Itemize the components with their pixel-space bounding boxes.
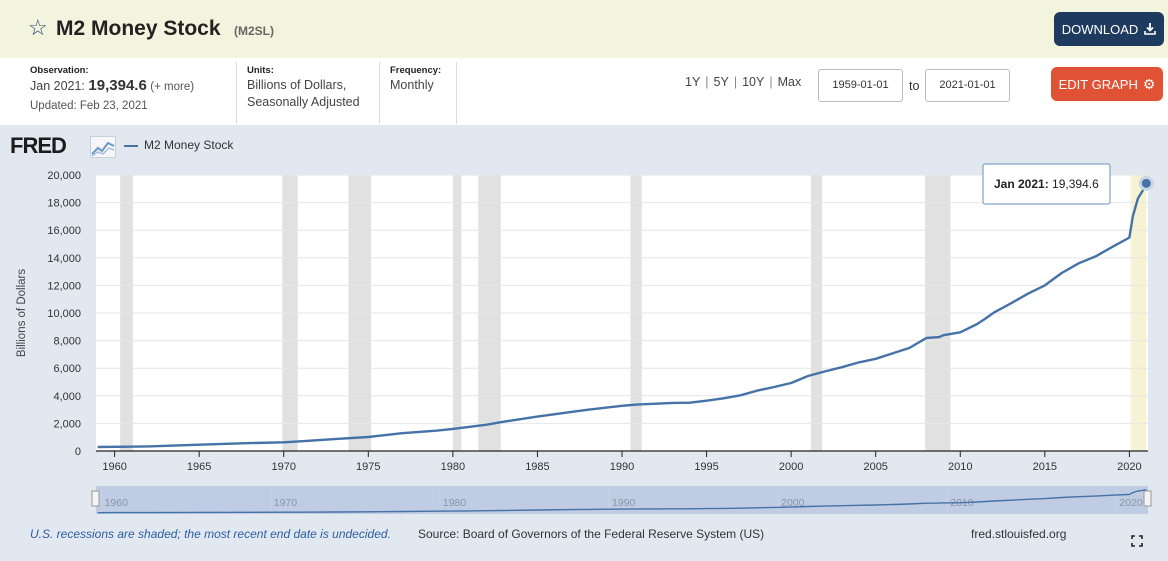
tooltip-value: 19,394.6 (1052, 177, 1099, 191)
frequency-label: Frequency: (390, 65, 442, 76)
x-tick-label: 2000 (779, 461, 803, 473)
units-line-1: Billions of Dollars, (247, 78, 347, 92)
start-date-input[interactable]: 1959-01-01 (818, 69, 903, 102)
series-title: M2 Money Stock (56, 17, 221, 40)
tooltip-text: Jan 2021: 19,394.6 (994, 177, 1099, 191)
range-navigator[interactable]: 1960 1970 1980 1990 2000 2010 2020 (91, 486, 1152, 514)
end-date-input[interactable]: 2021-01-01 (925, 69, 1010, 102)
observation-value: 19,394.6 (88, 77, 147, 94)
y-tick-label: 8,000 (53, 336, 81, 348)
gear-icon: ⚙ (1142, 76, 1156, 92)
navigator-tick-label: 1980 (443, 497, 467, 509)
y-tick-label: 10,000 (47, 308, 81, 320)
range-separator: | (769, 75, 773, 89)
navigator-tick-label: 2000 (781, 497, 805, 509)
range-links: 1Y | 5Y | 10Y | Max (685, 75, 801, 89)
y-tick-label: 6,000 (53, 363, 81, 375)
y-tick-label: 14,000 (47, 253, 81, 265)
observation-date: Jan 2021: (30, 79, 85, 93)
navigator-left-handle[interactable] (91, 490, 100, 507)
range-5y-link[interactable]: 5Y (713, 75, 729, 89)
y-tick-label: 0 (75, 446, 81, 458)
legend-label: M2 Money Stock (144, 138, 234, 152)
latest-data-point[interactable] (1138, 175, 1154, 191)
y-tick-labels: 0 2,000 4,000 6,000 8,000 10,000 12,000 14,000 1… (47, 170, 81, 458)
meta-divider (456, 62, 457, 124)
navigator-tick-label: 1990 (612, 497, 636, 509)
download-button[interactable]: DOWNLOAD (1054, 12, 1164, 46)
x-tick-label: 1980 (441, 461, 465, 473)
download-arrow-icon (1144, 23, 1157, 35)
series-id: (M2SL) (234, 24, 274, 38)
fred-logo: FRED (10, 133, 67, 158)
y-gridlines (96, 174, 1148, 424)
updated-date: Updated: Feb 23, 2021 (30, 100, 148, 112)
units-label: Units: (247, 65, 274, 76)
fullscreen-icon[interactable] (1131, 535, 1143, 547)
x-tick-label: 1995 (694, 461, 718, 473)
edit-graph-button[interactable]: EDIT GRAPH ⚙ (1051, 67, 1163, 101)
range-separator: | (733, 75, 738, 89)
y-tick-label: 2,000 (53, 418, 81, 430)
title-bar (0, 0, 1168, 58)
y-tick-label: 16,000 (47, 225, 81, 237)
range-10y-link[interactable]: 10Y (742, 75, 765, 89)
series-line-m2[interactable] (97, 182, 1148, 449)
x-tick-label: 2010 (948, 461, 972, 473)
navigator-tick-label: 1970 (274, 497, 298, 509)
observation-line: Jan 2021: 19,394.6 (+ more) (30, 77, 194, 96)
to-label: to (909, 79, 920, 93)
navigator-right-handle[interactable] (1143, 490, 1152, 507)
recession-note[interactable]: U.S. recessions are shaded; the most rec… (30, 527, 391, 541)
range-separator: | (705, 75, 709, 89)
edit-graph-label: EDIT GRAPH (1058, 76, 1138, 92)
frequency-block: Frequency: Monthly (390, 64, 441, 94)
meta-divider (236, 62, 237, 124)
x-tick-label: 1965 (187, 461, 211, 473)
x-tick-label: 1975 (356, 461, 380, 473)
range-max-link[interactable]: Max (777, 75, 802, 89)
y-tick-label: 18,000 (47, 198, 81, 210)
observation-label: Observation: (30, 65, 89, 76)
observation-more-link[interactable]: (+ more) (150, 81, 195, 93)
x-tick-label: 1970 (271, 461, 295, 473)
meta-divider (379, 62, 380, 124)
navigator-tick-label: 2020 (1119, 497, 1143, 509)
y-tick-label: 12,000 (47, 280, 81, 292)
observation-block: Observation: Jan 2021: 19,394.6 (+ more)… (30, 64, 194, 114)
x-tick-label: 1985 (525, 461, 549, 473)
x-tick-label: 2015 (1033, 461, 1057, 473)
y-tick-label: 20,000 (47, 170, 81, 182)
fred-chart-logo-icon (90, 136, 116, 158)
range-1y-link[interactable]: 1Y (685, 75, 701, 89)
units-line-2: Seasonally Adjusted (247, 95, 360, 109)
star-outline-icon[interactable]: ☆ (28, 15, 48, 40)
download-label: DOWNLOAD (1061, 21, 1139, 37)
legend-swatch (124, 145, 138, 147)
x-tick-label: 1990 (610, 461, 634, 473)
x-tick-label: 2020 (1117, 461, 1141, 473)
tooltip: Jan 2021: 19,394.6 (982, 163, 1111, 205)
units-block: Units: Billions of Dollars, Seasonally A… (247, 64, 360, 111)
site-url[interactable]: fred.stlouisfed.org (971, 527, 1067, 541)
source-text: Source: Board of Governors of the Federa… (418, 527, 765, 541)
frequency-value: Monthly (390, 78, 434, 92)
tooltip-date: Jan 2021: (994, 177, 1049, 191)
tooltip-box (982, 163, 1111, 205)
y-axis-label: Billions of Dollars (16, 269, 28, 357)
navigator-series-line (97, 489, 1147, 514)
x-tick-label: 1960 (102, 461, 126, 473)
y-tick-label: 4,000 (53, 391, 81, 403)
x-tick-label: 2005 (863, 461, 887, 473)
navigator-tick-label: 1960 (105, 497, 129, 509)
x-tick-labels: 1960 1965 1970 1975 1980 1985 1990 1995 2000 2005… (102, 451, 1142, 473)
